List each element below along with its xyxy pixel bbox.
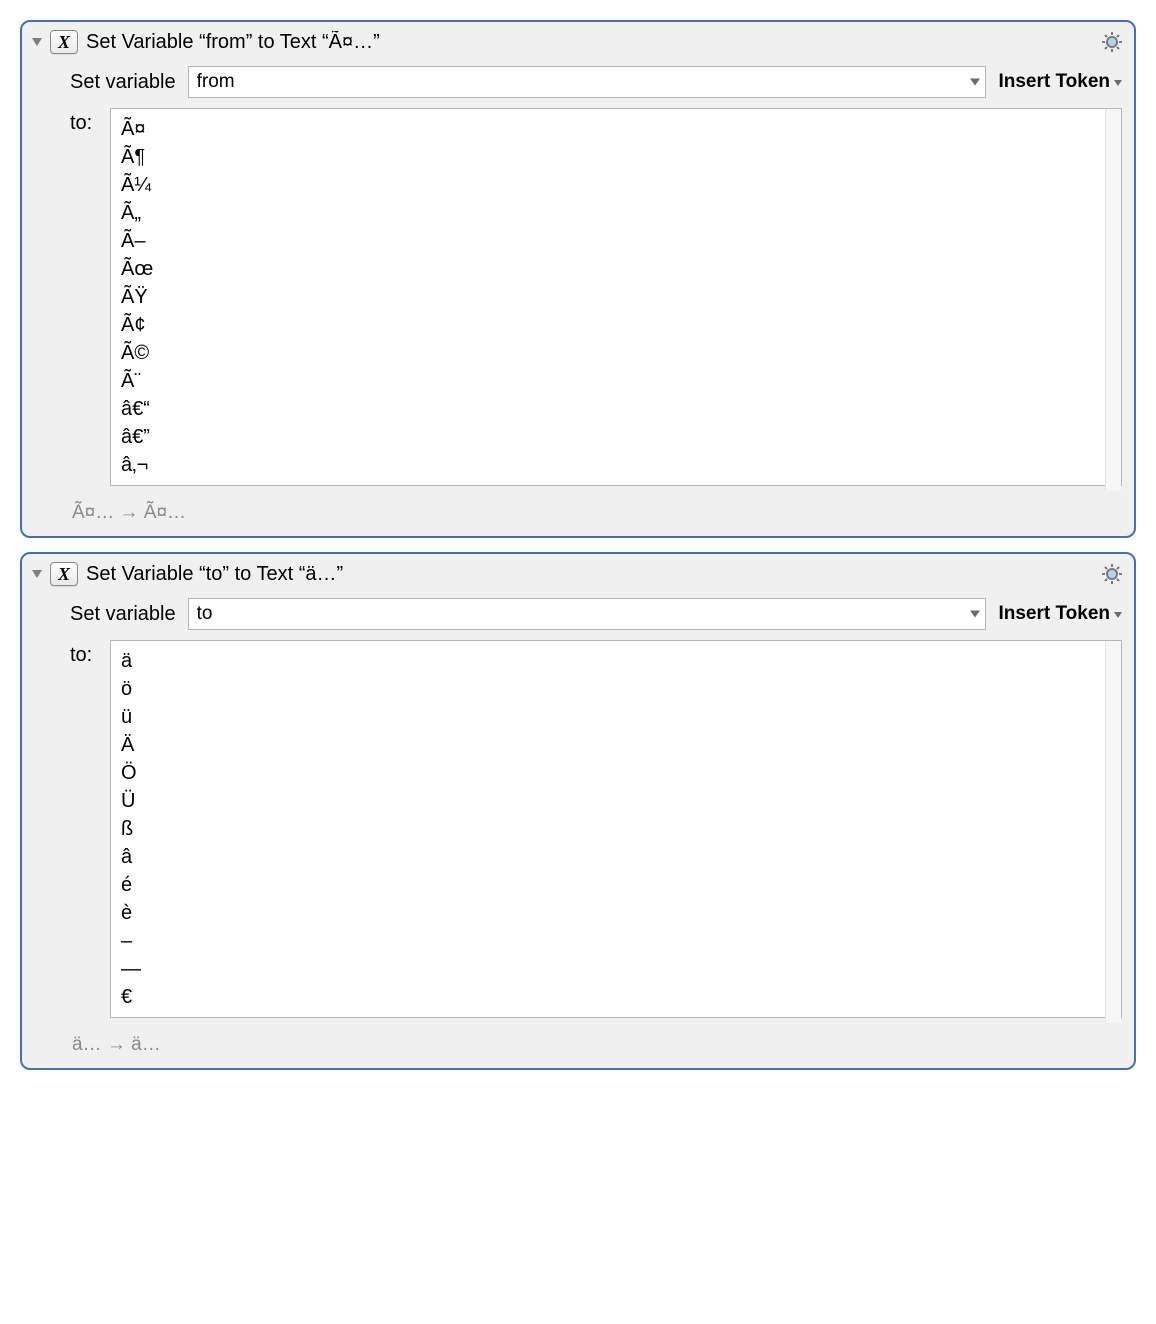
variable-row: Set variable Insert Token bbox=[70, 66, 1122, 98]
action-type-icon: X bbox=[50, 30, 78, 54]
gear-icon[interactable] bbox=[1100, 562, 1124, 586]
text-value-row: to: bbox=[70, 108, 1122, 492]
block-body: Set variable Insert Token to: Ã¤… → Ã¤… bbox=[22, 66, 1134, 536]
variable-combobox[interactable] bbox=[188, 66, 987, 98]
block-header: X Set Variable “from” to Text “Ã¤…” bbox=[22, 22, 1134, 60]
set-variable-label: Set variable bbox=[70, 603, 176, 626]
variable-combobox[interactable] bbox=[188, 598, 987, 630]
variable-text-textarea[interactable] bbox=[110, 640, 1122, 1018]
insert-token-label: Insert Token bbox=[998, 603, 1110, 625]
disclosure-triangle-icon[interactable] bbox=[32, 570, 42, 578]
insert-token-button[interactable]: Insert Token bbox=[998, 603, 1122, 625]
block-title: Set Variable “to” to Text “ä…” bbox=[84, 563, 1094, 586]
block-body: Set variable Insert Token to: ä… → ä… bbox=[22, 598, 1134, 1068]
variable-name-input[interactable] bbox=[188, 66, 987, 98]
variable-name-input[interactable] bbox=[188, 598, 987, 630]
gear-icon[interactable] bbox=[1100, 30, 1124, 54]
insert-token-button[interactable]: Insert Token bbox=[998, 71, 1122, 93]
chevron-down-icon bbox=[1114, 612, 1122, 618]
variable-row: Set variable Insert Token bbox=[70, 598, 1122, 630]
block-header: X Set Variable “to” to Text “ä…” bbox=[22, 554, 1134, 592]
text-value-row: to: bbox=[70, 640, 1122, 1024]
variable-text-textarea[interactable] bbox=[110, 108, 1122, 486]
action-block-from: X Set Variable “from” to Text “Ã¤…” Set … bbox=[20, 20, 1136, 538]
chevron-down-icon bbox=[1114, 80, 1122, 86]
status-line: ä… → ä… bbox=[70, 1032, 1122, 1058]
to-label: to: bbox=[70, 640, 98, 667]
set-variable-label: Set variable bbox=[70, 71, 176, 94]
disclosure-triangle-icon[interactable] bbox=[32, 38, 42, 46]
action-block-to: X Set Variable “to” to Text “ä…” Set var… bbox=[20, 552, 1136, 1070]
to-label: to: bbox=[70, 108, 98, 135]
textarea-wrap bbox=[110, 108, 1122, 492]
action-type-icon: X bbox=[50, 562, 78, 586]
status-line: Ã¤… → Ã¤… bbox=[70, 500, 1122, 526]
textarea-wrap bbox=[110, 640, 1122, 1024]
insert-token-label: Insert Token bbox=[998, 71, 1110, 93]
block-title: Set Variable “from” to Text “Ã¤…” bbox=[84, 31, 1094, 54]
